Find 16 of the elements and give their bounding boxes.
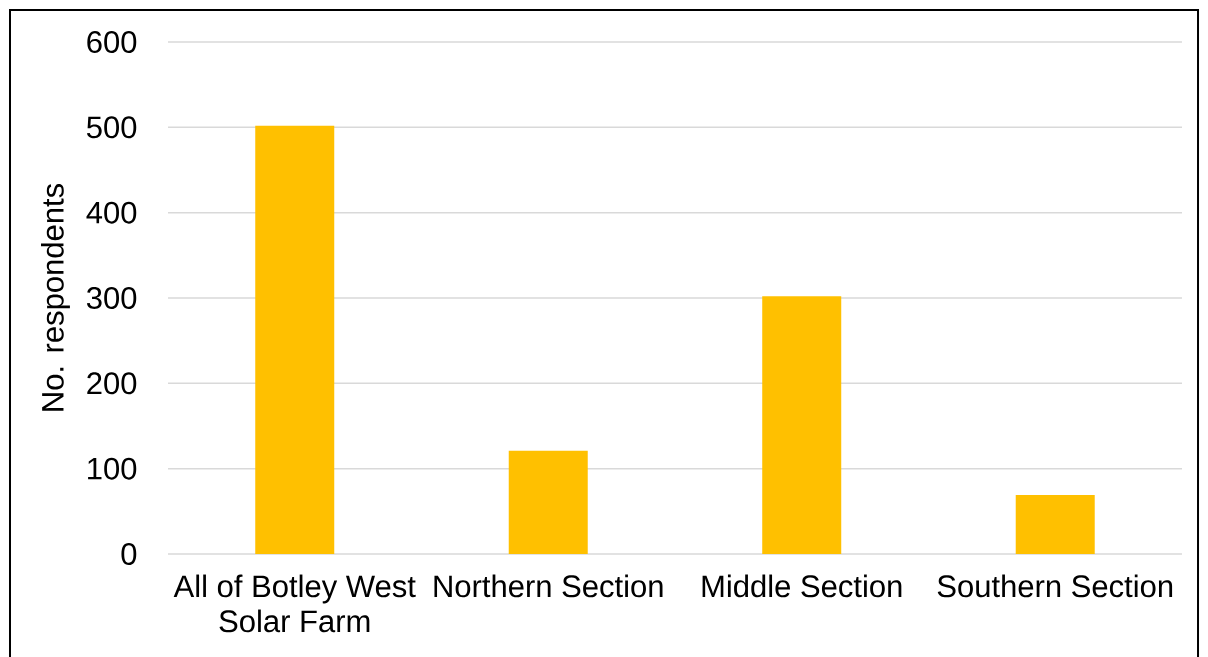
bar — [508, 450, 588, 554]
x-tick-label: Middle Section — [702, 574, 902, 598]
y-tick-label: 600 — [87, 31, 137, 53]
bar — [762, 296, 842, 554]
x-tick-label: Southern Section — [937, 574, 1173, 598]
y-tick-label: 200 — [87, 372, 137, 395]
x-tick-label: Northern Section — [434, 574, 663, 598]
y-axis-title: No. respondents — [41, 184, 70, 411]
y-tick-label: 100 — [88, 457, 137, 480]
y-tick-label: 300 — [86, 287, 137, 309]
bar — [1015, 495, 1095, 554]
y-tick-label: 500 — [86, 116, 137, 139]
x-tick-label: All of Botley West Solar Farm — [173, 574, 416, 633]
y-tick-label: 0 — [121, 543, 137, 565]
y-tick-label: 400 — [86, 201, 137, 224]
bar — [255, 125, 335, 554]
